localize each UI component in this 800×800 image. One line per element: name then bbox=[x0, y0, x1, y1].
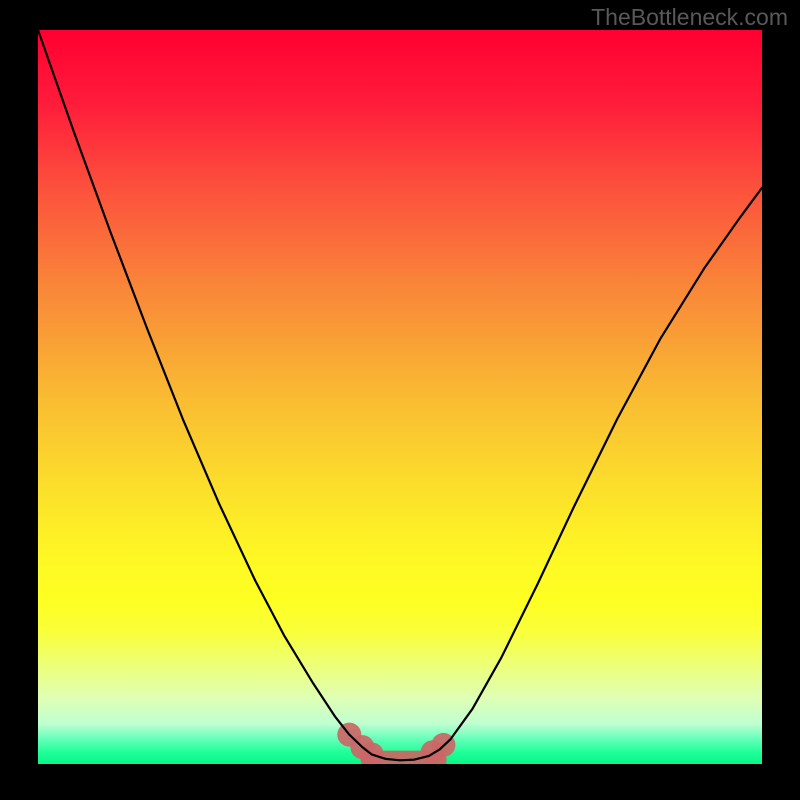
plot-svg bbox=[38, 30, 762, 764]
gradient-bg bbox=[38, 30, 762, 764]
plot-area bbox=[38, 30, 762, 764]
outer-frame: TheBottleneck.com bbox=[0, 0, 800, 800]
watermark-text: TheBottleneck.com bbox=[591, 4, 788, 31]
